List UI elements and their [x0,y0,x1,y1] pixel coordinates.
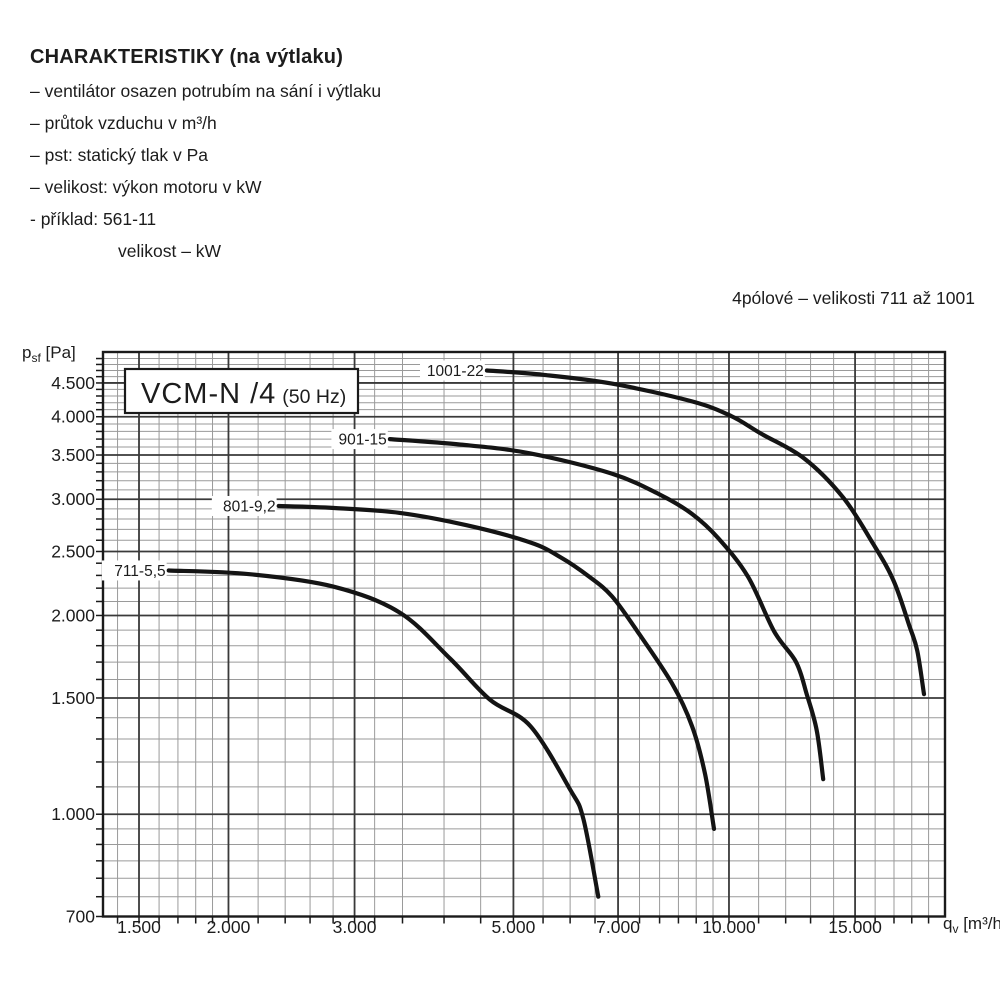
curve-label: 901-15 [339,432,387,449]
model-box: VCM-N /4 (50 Hz) [123,367,360,415]
axis-ticks [96,357,930,924]
x-tick-label: 10.000 [702,917,756,937]
y-tick-label: 1.500 [51,688,95,708]
y-tick-label: 1.000 [51,804,95,824]
curve-label-bg [101,560,167,581]
y-tick-label: 4.000 [51,407,95,427]
x-tick-label: 5.000 [492,917,536,937]
curve-label: 711-5,5 [114,563,165,580]
spec-line: – průtok vzduchu v m³/h [30,113,217,133]
y-tick-labels: 700 1.000 1.500 2.000 2.500 3.000 3.500 4.000 4.… [51,373,95,927]
curve-901-15 [387,437,826,782]
characteristics-header: CHARAKTERISTIKY (na výtlaku) – ventiláto… [30,46,381,273]
x-tick-label: 1.500 [117,917,161,937]
spec-line: velikost – kW [118,241,222,261]
curve-label: 801-9,2 [223,498,276,515]
y-tick-label: 3.000 [51,489,95,509]
model-box-frame [123,367,360,415]
major-gridlines [103,352,945,918]
x-tick-label: 7.000 [596,917,640,937]
model-box-label: VCM-N /4 (50 Hz) [141,378,346,410]
x-tick-label: 15.000 [828,917,882,937]
curve-label: 1001-22 [427,363,484,380]
y-tick-label: 2.000 [51,605,95,625]
curve-1001-22 [484,368,927,697]
curve-711-5,5 [166,568,601,899]
y-tick-label: 4.500 [51,373,95,393]
spec-line: – ventilátor osazen potrubím na sání i v… [30,81,382,101]
curve-label-bg [420,360,485,381]
section-title: CHARAKTERISTIKY (na výtlaku) [30,46,344,68]
curve-labels: 711-5,5 801-9,2 901-15 1001-22 [101,360,485,581]
curve-801-9,2 [276,503,717,831]
y-tick-label: 2.500 [51,541,95,561]
x-tick-label: 2.000 [207,917,251,937]
performance-curves [166,368,927,899]
x-tick-labels: 1.500 2.000 3.000 5.000 7.000 10.000 15.000 [117,917,882,937]
x-axis-title: qv [m³/h] [943,914,1000,936]
curve-label-bg [331,429,388,450]
curve-label-bg [211,495,277,516]
size-range-note: 4pólové – velikosti 711 až 1001 [732,288,975,308]
spec-line: – velikost: výkon motoru v kW [30,177,262,197]
plot-border [101,350,947,918]
y-axis-title: psf [Pa] [22,343,76,365]
spec-line: – pst: statický tlak v Pa [30,145,208,165]
x-tick-label: 3.000 [333,917,377,937]
y-tick-label: 700 [66,907,95,927]
spec-line: - příklad: 561-11 [30,209,157,229]
y-tick-label: 3.500 [51,445,95,465]
